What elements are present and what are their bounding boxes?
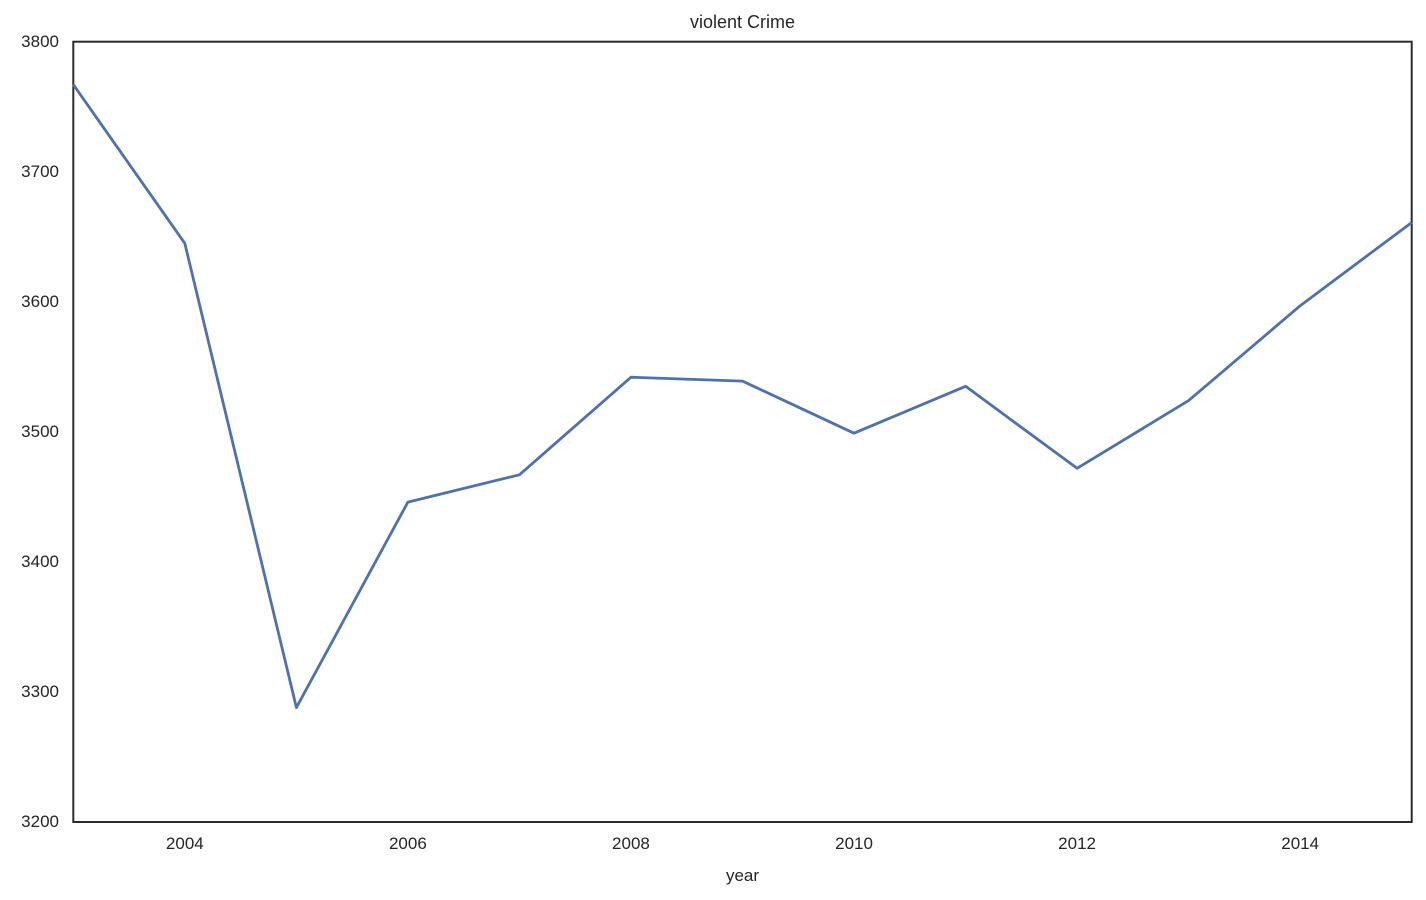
x-tick-label: 2012 <box>1058 834 1096 853</box>
y-tick-label: 3500 <box>21 421 59 441</box>
plot-frame <box>72 40 1413 823</box>
y-tick-label: 3600 <box>21 291 59 311</box>
y-tick-label: 3300 <box>21 681 59 701</box>
x-tick-label: 2010 <box>835 834 873 853</box>
y-tick-label: 3700 <box>21 161 59 181</box>
chart-title: violent Crime <box>689 12 796 32</box>
y-tick-label: 3400 <box>21 551 59 571</box>
x-tick-label: 2006 <box>388 834 427 853</box>
y-tick-label: 3200 <box>21 812 59 831</box>
x-axis-label: year <box>725 866 760 885</box>
crime-line-series <box>72 83 1413 709</box>
x-tick-label: 2014 <box>1281 834 1320 853</box>
y-tick-label: 3800 <box>21 31 59 51</box>
x-tick-label: 2004 <box>165 834 204 853</box>
x-tick-label: 2008 <box>612 834 650 853</box>
